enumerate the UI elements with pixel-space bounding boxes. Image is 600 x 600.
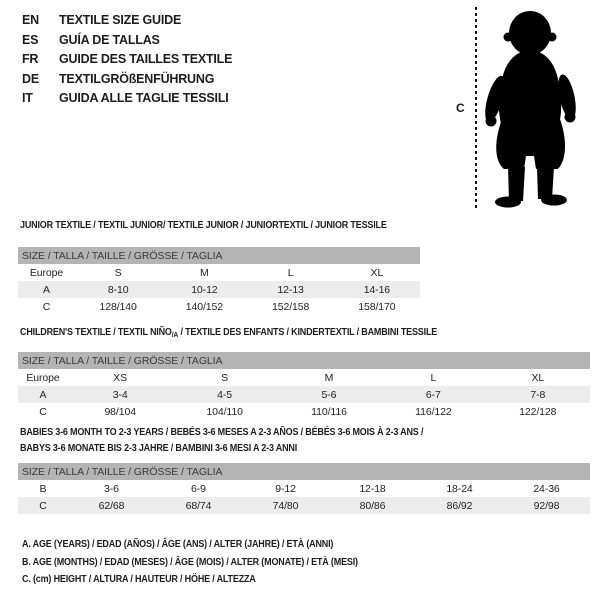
table-row: Europe XS S M L XL: [18, 369, 590, 386]
language-row: EN TEXTILE SIZE GUIDE: [22, 11, 232, 31]
junior-size-table: SIZE / TALLA / TAILLE / GRÖSSE / TAGLIA …: [18, 247, 420, 315]
size-header-bar: SIZE / TALLA / TAILLE / GRÖSSE / TAGLIA: [18, 247, 420, 264]
section-babies-textile: BABIES 3-6 MONTH TO 2-3 YEARS / BEBÉS 3-…: [18, 425, 590, 514]
section-title: JUNIOR TEXTILE / TEXTIL JUNIOR/ TEXTILE …: [20, 220, 387, 231]
table-cell: S: [114, 266, 122, 279]
language-label: TEXTILE SIZE GUIDE: [59, 13, 182, 27]
childrens-size-table: SIZE / TALLA / TAILLE / GRÖSSE / TAGLIA …: [18, 352, 590, 420]
language-header: EN TEXTILE SIZE GUIDE ES GUÍA DE TALLAS …: [22, 11, 232, 109]
table-cell: L: [430, 371, 437, 384]
table-cell: XS: [113, 371, 128, 384]
table-row: A 3-4 4-5 5-6 6-7 7-8: [18, 386, 590, 403]
row-label-cell: B: [39, 482, 47, 495]
height-marker-label: C: [456, 101, 465, 115]
table-row: C 98/104 104/110 110/116 116/122 122/128: [18, 403, 590, 420]
table-cell: 86/92: [416, 497, 503, 514]
language-row: ES GUÍA DE TALLAS: [22, 31, 232, 51]
language-row: FR GUIDE DES TAILLES TEXTILE: [22, 50, 232, 70]
table-row: C 62/68 68/74 74/80 80/86 86/92 92/98: [18, 497, 590, 514]
section-title-line: BABYS 3-6 MONATE BIS 2-3 JAHRE / BAMBINI…: [20, 443, 298, 454]
footnotes: A. AGE (YEARS) / EDAD (AÑOS) / ÂGE (ANS)…: [22, 536, 395, 589]
table-cell: 7-8: [485, 386, 590, 403]
table-cell: 140/152: [185, 300, 223, 313]
row-label-cell: C: [18, 497, 68, 514]
language-label: GUIDA ALLE TAGLIE TESSILI: [59, 91, 229, 105]
table-cell: 12-18: [359, 482, 386, 495]
table-cell: 3-4: [68, 386, 173, 403]
language-label: TEXTILGRÖßENFÜHRUNG: [59, 71, 215, 86]
table-cell: 128/140: [99, 300, 137, 313]
size-header-label: SIZE / TALLA / TAILLE / GRÖSSE / TAGLIA: [18, 247, 420, 264]
row-label-cell: C: [39, 405, 47, 418]
table-cell: M: [200, 266, 209, 279]
row-label-cell: Europe: [26, 371, 60, 384]
language-label: GUÍA DE TALLAS: [59, 32, 160, 47]
table-cell: 74/80: [242, 497, 329, 514]
language-code: FR: [22, 52, 39, 66]
babies-size-table: SIZE / TALLA / TAILLE / GRÖSSE / TAGLIA …: [18, 463, 590, 514]
table-cell: 92/98: [503, 497, 590, 514]
table-cell: 18-24: [446, 482, 473, 495]
table-cell: 4-5: [172, 386, 277, 403]
language-row: DE TEXTILGRÖßENFÜHRUNG: [22, 70, 232, 90]
section-childrens-textile: CHILDREN'S TEXTILE / TEXTIL NIÑO/A / TEX…: [18, 322, 590, 420]
table-cell: 24-36: [533, 482, 560, 495]
table-row: Europe S M L XL: [18, 264, 420, 281]
language-code: DE: [22, 71, 39, 86]
section-title-line: BABIES 3-6 MONTH TO 2-3 YEARS / BEBÉS 3-…: [20, 427, 424, 438]
row-label-cell: A: [18, 281, 75, 298]
size-header-label: SIZE / TALLA / TAILLE / GRÖSSE / TAGLIA: [18, 352, 590, 369]
table-cell: 80/86: [329, 497, 416, 514]
table-cell: 9-12: [275, 482, 296, 495]
table-cell: S: [221, 371, 229, 384]
table-cell: 14-16: [333, 281, 420, 298]
language-row: IT GUIDA ALLE TAGLIE TESSILI: [22, 89, 232, 109]
table-cell: 122/128: [519, 405, 557, 418]
section-title: CHILDREN'S TEXTILE / TEXTIL NIÑO/A / TEX…: [20, 327, 438, 339]
table-row: A 8-10 10-12 12-13 14-16: [18, 281, 420, 298]
table-cell: 8-10: [75, 281, 162, 298]
table-cell: 152/158: [271, 300, 310, 313]
table-cell: 10-12: [161, 281, 248, 298]
size-header-bar: SIZE / TALLA / TAILLE / GRÖSSE / TAGLIA: [18, 463, 590, 480]
table-cell: L: [287, 266, 294, 279]
language-code: EN: [22, 13, 39, 27]
table-cell: 5-6: [276, 386, 382, 403]
size-header-bar: SIZE / TALLA / TAILLE / GRÖSSE / TAGLIA: [18, 352, 590, 369]
table-cell: 62/68: [68, 497, 155, 514]
table-row: B 3-6 6-9 9-12 12-18 18-24 24-36: [18, 480, 590, 497]
table-cell: 3-6: [104, 482, 119, 495]
table-row: C 128/140 140/152 152/158 158/170: [18, 298, 420, 315]
table-cell: 68/74: [155, 497, 242, 514]
table-cell: 98/104: [104, 405, 136, 418]
table-cell: XL: [531, 371, 545, 384]
table-cell: 158/170: [358, 300, 396, 313]
footnote-c: C. (cm) HEIGHT / ALTURA / HAUTEUR / HÖHE…: [22, 574, 256, 585]
row-label-cell: A: [18, 386, 68, 403]
language-label: GUIDE DES TAILLES TEXTILE: [59, 52, 233, 66]
section-junior-textile: JUNIOR TEXTILE / TEXTIL JUNIOR/ TEXTILE …: [18, 215, 420, 315]
footnote-a: A. AGE (YEARS) / EDAD (AÑOS) / ÂGE (ANS)…: [22, 539, 334, 550]
table-cell: M: [324, 371, 334, 384]
language-code: IT: [22, 91, 33, 105]
table-cell: XL: [370, 266, 384, 279]
table-cell: 12-13: [247, 281, 334, 298]
table-cell: 116/122: [415, 405, 452, 418]
row-label-cell: C: [42, 300, 51, 313]
table-cell: 6-9: [191, 482, 206, 495]
baby-silhouette-icon: [485, 11, 576, 208]
language-code: ES: [22, 32, 39, 47]
footnote-b: B. AGE (MONTHS) / EDAD (MESES) / ÂGE (MO…: [22, 556, 358, 568]
table-cell: 6-7: [381, 386, 486, 403]
row-label-cell: Europe: [29, 266, 64, 279]
height-marker-line: [475, 7, 477, 209]
baby-figure: C: [450, 3, 600, 213]
size-header-label: SIZE / TALLA / TAILLE / GRÖSSE / TAGLIA: [18, 463, 590, 480]
table-cell: 110/116: [311, 405, 347, 418]
table-cell: 104/110: [206, 405, 243, 418]
